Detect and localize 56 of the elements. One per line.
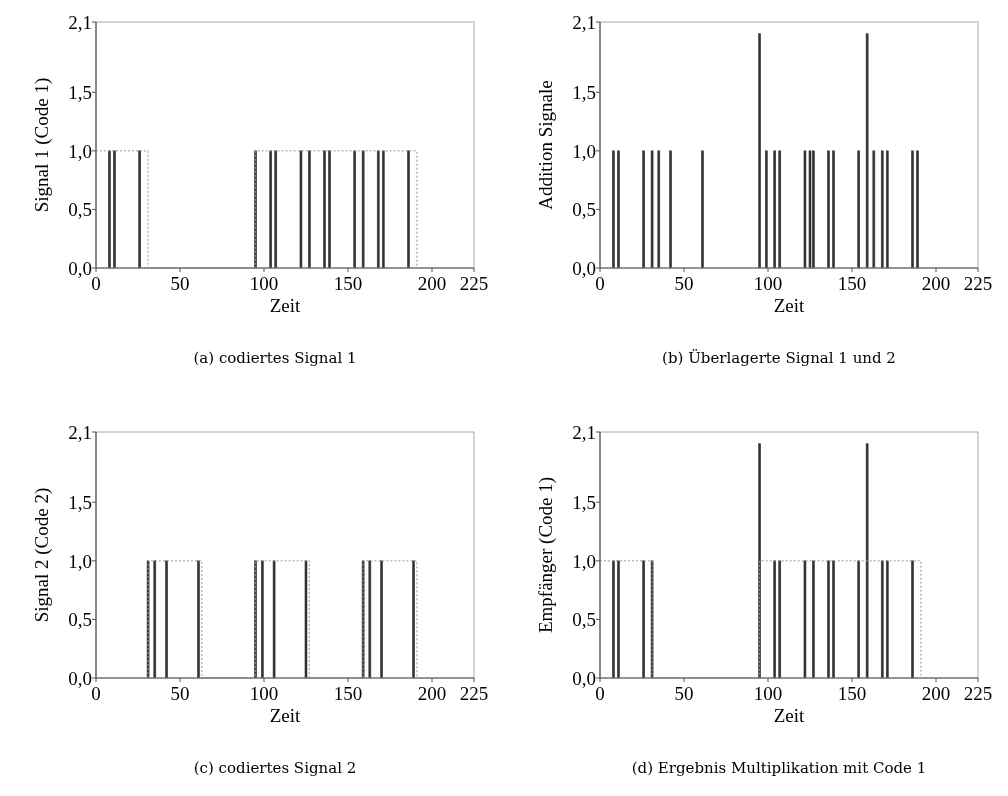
- x-tick-label: 200: [921, 273, 951, 294]
- text: (c) codiertes Signal 2: [193, 759, 357, 777]
- y-tick-label: 0,5: [68, 609, 92, 631]
- x-axis-title: Zeit: [773, 705, 806, 726]
- y-tick-label: 0,5: [572, 609, 596, 631]
- x-tick-label: 200: [921, 683, 951, 704]
- y-tick-label: 1,5: [68, 82, 92, 104]
- y-tick-label: 2,1: [68, 422, 92, 443]
- y-tick-label: 2,1: [572, 422, 596, 443]
- y-tick-label: 0,0: [68, 668, 92, 689]
- x-tick-label: 50: [674, 683, 694, 704]
- y-tick-label: 1,5: [572, 492, 596, 514]
- x-tick-label: 100: [249, 273, 279, 294]
- y-axis-title: Signal 1 (Code 1): [31, 77, 53, 213]
- x-tick-label: 0: [91, 273, 101, 294]
- x-tick-label: 100: [753, 683, 783, 704]
- text: (d) Ergebnis Multiplikation mit Code 1: [631, 759, 927, 777]
- y-axis-title: Addition Signale: [535, 80, 556, 210]
- x-tick-label: 100: [753, 273, 783, 294]
- x-tick-label: 150: [837, 683, 867, 704]
- y-tick-label: 1,0: [572, 140, 596, 162]
- y-tick-label: 1,5: [68, 492, 92, 514]
- x-axis-title: Zeit: [269, 295, 302, 316]
- x-tick-label: 50: [170, 683, 190, 704]
- y-tick-label: 0,5: [572, 199, 596, 221]
- y-tick-label: 1,0: [572, 550, 596, 572]
- x-tick-label: 50: [674, 273, 694, 294]
- y-axis-title: Signal 2 (Code 2): [31, 487, 53, 623]
- x-tick-label: 225: [963, 683, 993, 704]
- x-tick-label: 200: [417, 273, 447, 294]
- x-axis-title: Zeit: [269, 705, 302, 726]
- x-tick-label: 0: [595, 273, 605, 294]
- y-tick-label: 0,0: [572, 258, 596, 279]
- text: (b) Überlagerte Signal 1 und 2: [662, 349, 896, 367]
- x-tick-label: 200: [417, 683, 447, 704]
- x-tick-label: 225: [459, 683, 489, 704]
- x-tick-label: 50: [170, 273, 190, 294]
- y-tick-label: 1,5: [572, 82, 596, 104]
- y-tick-label: 0,0: [68, 258, 92, 279]
- x-axis-title: Zeit: [773, 295, 806, 316]
- y-tick-label: 1,0: [68, 550, 92, 572]
- y-axis-title: Empfänger (Code 1): [535, 476, 557, 634]
- y-tick-label: 0,5: [68, 199, 92, 221]
- x-tick-label: 0: [595, 683, 605, 704]
- x-tick-label: 0: [91, 683, 101, 704]
- x-tick-label: 100: [249, 683, 279, 704]
- y-tick-label: 0,0: [572, 668, 596, 689]
- x-tick-label: 225: [459, 273, 489, 294]
- x-tick-label: 150: [333, 273, 363, 294]
- y-tick-label: 2,1: [572, 12, 596, 33]
- text: (a) codiertes Signal 1: [193, 349, 357, 367]
- y-tick-label: 2,1: [68, 12, 92, 33]
- x-tick-label: 150: [333, 683, 363, 704]
- y-tick-label: 1,0: [68, 140, 92, 162]
- x-tick-label: 225: [963, 273, 993, 294]
- x-tick-label: 150: [837, 273, 867, 294]
